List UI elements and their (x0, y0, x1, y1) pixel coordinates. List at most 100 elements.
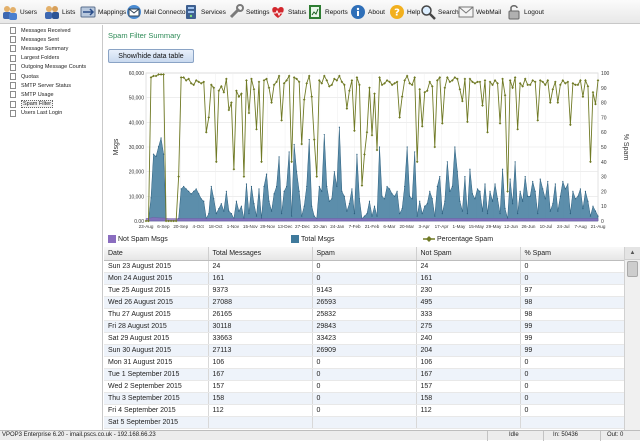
data-point-total-msgs (509, 178, 511, 180)
data-point-percentage-spam (373, 92, 376, 96)
data-point-percentage-spam (307, 74, 311, 78)
settings-icon (229, 4, 244, 19)
table-row[interactable]: Tue 25 August 2015 9373 9143 230 97 (104, 284, 625, 297)
data-point-total-msgs (152, 153, 155, 155)
sidebar-item-message-summary[interactable]: Message Summary (10, 44, 68, 53)
table-row[interactable]: Mon 31 August 2015 106 0 106 0 (104, 356, 625, 369)
sidebar-item-outgoing-message-counts[interactable]: Outgoing Message Counts (10, 63, 86, 72)
table-row[interactable]: Thu 3 September 2015 158 0 158 0 (104, 392, 625, 405)
data-point-percentage-spam (554, 80, 557, 84)
data-point-percentage-spam (270, 101, 273, 104)
data-point-total-msgs (331, 198, 333, 200)
data-point-total-msgs (572, 190, 574, 192)
table-row[interactable]: Fri 28 August 2015 30118 29843 275 99 (104, 320, 625, 333)
x-tick-label: 27-Dec (295, 224, 311, 229)
sidebar-item-smtp-server-status[interactable]: SMTP Server Status (10, 81, 71, 90)
data-point-percentage-spam (483, 79, 487, 82)
toolbar-help-button[interactable]: ? Help (389, 3, 420, 21)
toolbar-mail-connectors-button[interactable]: Mail Connectors (126, 3, 191, 21)
data-point-percentage-spam (478, 80, 482, 84)
table-row[interactable]: Wed 2 September 2015 157 0 157 0 (104, 380, 625, 393)
sidebar-item-users-last-login[interactable]: Users Last Login (10, 109, 62, 118)
data-point-total-msgs (456, 171, 458, 173)
sidebar-item-largest-folders[interactable]: Largest Folders (10, 54, 59, 63)
data-point-total-msgs (486, 213, 489, 215)
table-row[interactable]: Fri 4 September 2015 112 0 112 0 (104, 404, 625, 417)
data-point-total-msgs (326, 185, 328, 188)
y-tick-label-left: 50,000 (129, 96, 145, 102)
status-divider (543, 431, 544, 441)
table-cell: 0 (520, 380, 625, 393)
data-point-percentage-spam (385, 79, 389, 82)
data-point-percentage-spam (453, 76, 457, 79)
table-scrollbar[interactable]: ▲ (624, 247, 640, 430)
column-header[interactable]: Date (104, 247, 209, 261)
report-page-icon (10, 36, 16, 44)
column-header[interactable]: Total Messages (208, 247, 313, 261)
table-cell: 275 (416, 320, 521, 333)
data-point-total-msgs (208, 213, 210, 215)
table-row[interactable]: Wed 26 August 2015 27088 26593 495 98 (104, 296, 625, 309)
toolbar-settings-button[interactable]: Settings (228, 3, 270, 21)
data-point-percentage-spam (277, 74, 281, 78)
data-point-total-msgs (308, 139, 310, 141)
data-point-total-msgs (210, 185, 212, 188)
data-point-percentage-spam (194, 79, 198, 82)
toolbar-webmail-button[interactable]: WebMail (458, 3, 501, 21)
status-divider (600, 431, 601, 441)
table-row[interactable]: Sun 23 August 2015 24 0 24 0 (104, 260, 625, 273)
data-point-percentage-spam (159, 73, 163, 76)
data-point-percentage-spam (292, 76, 296, 79)
toolbar-users-button[interactable]: Users (2, 3, 37, 21)
table-row[interactable]: Sun 30 August 2015 27113 26909 204 99 (104, 344, 625, 357)
table-cell: Sat 5 September 2015 (104, 416, 209, 429)
y-tick-label-right: 20 (601, 189, 607, 195)
column-header[interactable]: Not Spam (416, 247, 521, 261)
table-row[interactable]: Sat 5 September 2015 (104, 416, 625, 429)
toolbar-search-button[interactable]: Search (420, 3, 459, 21)
report-page-icon (10, 100, 16, 108)
data-point-total-msgs (421, 213, 423, 215)
toolbar-lists-button[interactable]: Lists (44, 3, 75, 21)
x-tick-label: 10-Jan (313, 224, 327, 229)
table-cell: 0 (312, 392, 417, 405)
table-row[interactable]: Thu 27 August 2015 26165 25832 333 98 (104, 308, 625, 321)
sidebar-item-quotas[interactable]: Quotas (10, 72, 39, 81)
column-header[interactable]: Spam (312, 247, 417, 261)
data-point-percentage-spam (458, 87, 462, 91)
data-point-total-msgs (195, 188, 197, 190)
toolbar-logout-button[interactable]: Logout (506, 3, 544, 21)
table-row[interactable]: Sat 29 August 2015 33663 33423 240 99 (104, 332, 625, 345)
data-point-total-msgs (263, 185, 265, 188)
data-point-percentage-spam (471, 80, 474, 84)
toolbar-services-button[interactable]: Services (183, 3, 226, 21)
data-point-percentage-spam (435, 79, 439, 82)
table-cell: 157 (208, 380, 313, 393)
sidebar-item-messages-sent[interactable]: Messages Sent (10, 35, 59, 44)
sidebar-item-spam-filter[interactable]: Spam Filter (10, 100, 54, 109)
toolbar-reports-button[interactable]: Reports (307, 3, 348, 21)
sidebar-item-messages-received[interactable]: Messages Received (10, 26, 71, 35)
table-cell: 25832 (312, 308, 417, 321)
data-point-percentage-spam (343, 83, 346, 87)
toggle-data-table-button[interactable]: Show/hide data table (108, 49, 194, 63)
table-row[interactable]: Tue 1 September 2015 167 0 167 0 (104, 368, 625, 381)
column-header[interactable]: % Spam (520, 247, 625, 261)
toolbar-about-button[interactable]: About (350, 3, 385, 21)
table-cell: 29843 (312, 320, 417, 333)
data-point-percentage-spam (199, 82, 203, 85)
data-point-percentage-spam (433, 145, 437, 149)
toolbar-mappings-button[interactable]: Mappings (80, 3, 126, 21)
data-point-total-msgs (587, 200, 589, 202)
scroll-up-arrow-icon[interactable]: ▲ (625, 247, 640, 260)
table-cell: Thu 3 September 2015 (104, 392, 209, 405)
sidebar-item-smtp-usage[interactable]: SMTP Usage (10, 90, 54, 99)
report-tree: Messages Received Messages Sent Message Su… (0, 25, 103, 430)
table-row[interactable]: Mon 24 August 2015 161 0 161 0 (104, 272, 625, 285)
data-point-percentage-spam (305, 82, 309, 85)
data-point-total-msgs (356, 153, 358, 155)
toolbar-status-label: Status (288, 8, 307, 16)
toolbar-status-button[interactable]: Status (270, 3, 306, 21)
data-point-percentage-spam (403, 79, 406, 82)
scroll-thumb[interactable] (627, 261, 638, 277)
